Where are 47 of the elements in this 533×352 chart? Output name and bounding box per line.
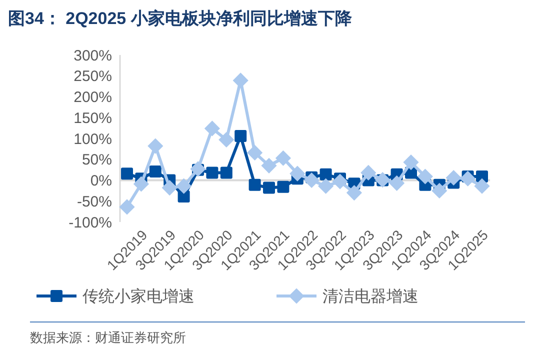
point <box>218 132 234 148</box>
point <box>432 182 448 198</box>
point <box>178 190 190 203</box>
point <box>460 170 476 186</box>
point <box>247 144 263 160</box>
point <box>119 199 135 215</box>
point <box>263 182 275 194</box>
point <box>133 176 149 192</box>
y-tick-label: 150% <box>74 110 112 127</box>
y-tick-label: 100% <box>74 130 112 148</box>
point <box>446 170 462 186</box>
y-tick-label: 250% <box>74 68 112 86</box>
point <box>346 184 362 201</box>
chart-title: 图34： 2Q2025 小家电板块净利同比增速下降 <box>8 9 353 28</box>
point <box>403 154 419 170</box>
y-tick-label: 300% <box>74 47 112 64</box>
point <box>162 180 178 196</box>
point <box>474 178 490 194</box>
point <box>206 166 218 179</box>
y-tick-label: -50% <box>76 193 112 210</box>
point <box>121 168 133 180</box>
point <box>389 175 405 191</box>
legend-label: 清洁电器增速 <box>322 288 418 306</box>
point <box>320 168 332 180</box>
source-note: 数据来源：财通证券研究所 <box>30 330 186 345</box>
point <box>318 178 334 194</box>
point <box>232 72 248 88</box>
y-tick-label: 0% <box>90 172 112 190</box>
point <box>148 138 164 154</box>
point <box>234 130 247 142</box>
point <box>149 165 162 178</box>
point <box>248 178 261 191</box>
legend-label: 传统小家电增速 <box>82 288 194 306</box>
point <box>290 166 306 182</box>
point <box>261 158 277 174</box>
y-tick-label: 200% <box>74 89 112 106</box>
point <box>417 168 433 184</box>
point <box>360 164 376 181</box>
point <box>275 150 291 166</box>
point <box>277 180 290 193</box>
point <box>176 178 192 194</box>
y-tick-label: 50% <box>82 152 112 169</box>
point <box>204 120 220 136</box>
point <box>332 174 348 190</box>
y-tick-label: -100% <box>68 214 112 232</box>
point <box>304 172 320 188</box>
point <box>220 166 232 179</box>
